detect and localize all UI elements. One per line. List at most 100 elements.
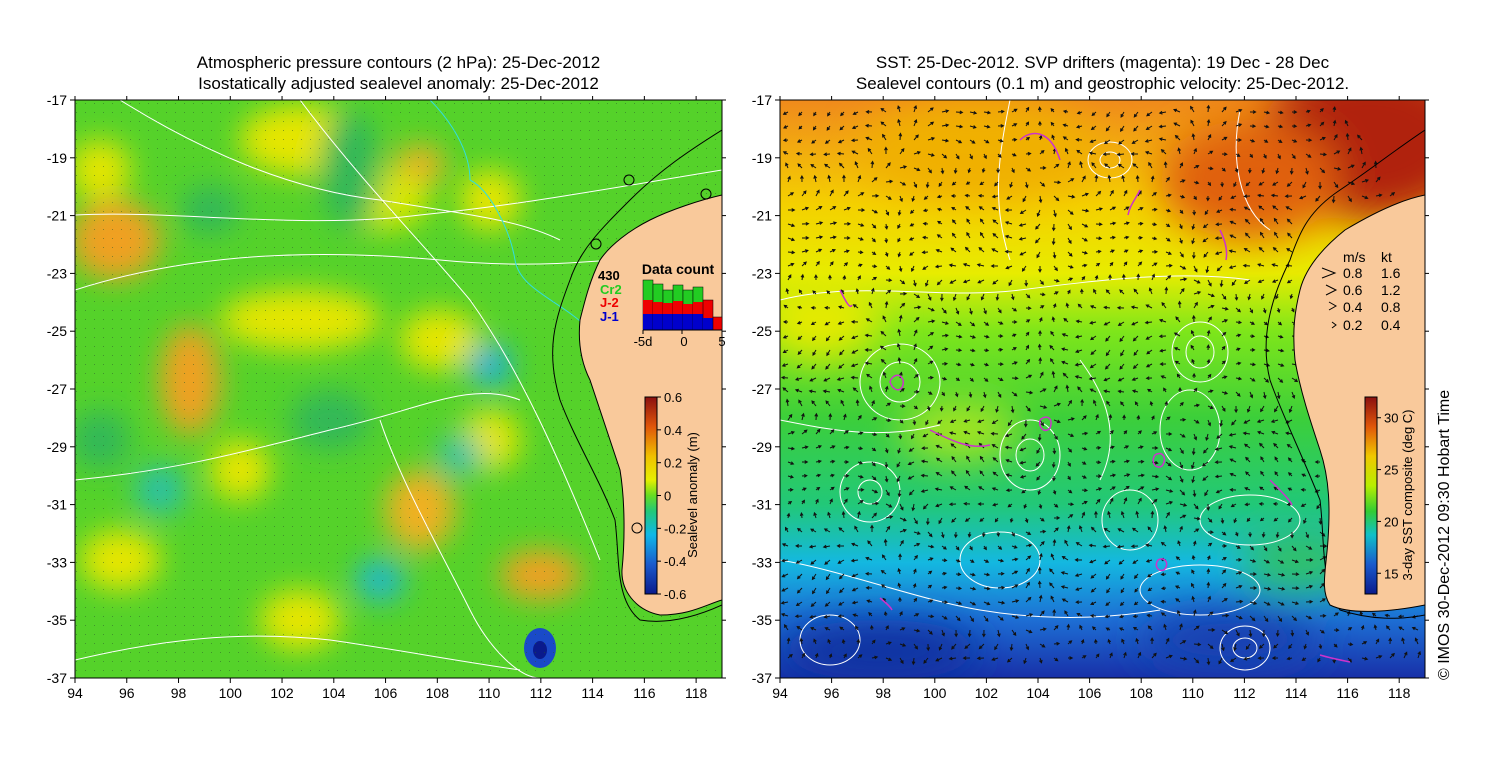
velocity-vector [1302, 181, 1307, 189]
velocity-vector [1286, 443, 1293, 449]
velocity-vector [1103, 527, 1111, 533]
velocity-vector [1229, 472, 1237, 477]
velocity-vector [787, 500, 793, 505]
velocity-vector [783, 125, 789, 129]
velocity-vector [927, 137, 936, 141]
velocity-vector [1221, 613, 1230, 618]
velocity-vector [865, 556, 873, 561]
velocity-vector [1011, 293, 1015, 301]
velocity-vector [1025, 121, 1030, 127]
velocity-vector [1151, 192, 1157, 197]
velocity-vector [1163, 623, 1167, 631]
velocity-vector [1161, 301, 1167, 309]
velocity-vector [927, 345, 934, 351]
velocity-vector [1089, 320, 1097, 325]
velocity-vector [871, 501, 880, 506]
velocity-vector [850, 375, 859, 380]
velocity-vector [1119, 601, 1125, 607]
velocity-vector [1192, 209, 1197, 216]
velocity-vector [851, 125, 859, 129]
velocity-vector [1176, 373, 1181, 379]
velocity-vector [1206, 104, 1211, 113]
velocity-vector [1088, 151, 1097, 155]
velocity-vector [1262, 391, 1267, 400]
velocity-vector [913, 405, 918, 410]
velocity-vector [1091, 162, 1097, 169]
velocity-vector [922, 221, 929, 226]
velocity-vector [871, 276, 878, 281]
velocity-vector [1249, 362, 1257, 367]
velocity-vector [1272, 205, 1279, 211]
velocity-vector [1074, 573, 1083, 577]
velocity-vector [1067, 502, 1075, 507]
velocity-vector [1123, 497, 1128, 505]
velocity-vector [801, 487, 807, 492]
velocity-vector [1286, 218, 1293, 225]
velocity-vector [1214, 474, 1223, 479]
velocity-vector [1151, 652, 1157, 659]
velocity-key-ms-0: 0.8 [1343, 265, 1363, 281]
velocity-vector [1067, 178, 1075, 183]
velocity-vector [1286, 656, 1293, 661]
velocity-vector [1036, 209, 1041, 217]
velocity-vector [1206, 581, 1211, 589]
velocity-vector [1025, 331, 1030, 337]
velocity-vector [857, 654, 863, 659]
velocity-vector [1005, 265, 1013, 270]
velocity-vector [1019, 447, 1027, 452]
velocity-vector [880, 358, 887, 365]
velocity-vector [913, 357, 918, 365]
velocity-vector [955, 348, 963, 353]
velocity-vector [1109, 497, 1114, 505]
velocity-vector [1257, 263, 1265, 267]
velocity-vector [1277, 615, 1283, 623]
velocity-vector [935, 503, 943, 508]
velocity-vector [1053, 625, 1059, 631]
velocity-vector [1219, 279, 1224, 288]
velocity-vector [828, 412, 833, 421]
velocity-vector [1243, 443, 1251, 449]
velocity-vector [965, 181, 971, 185]
velocity-vector [899, 147, 905, 155]
velocity-vector [1263, 110, 1271, 115]
velocity-vector [829, 261, 834, 267]
velocity-vector [1319, 613, 1327, 618]
velocity-vector [969, 111, 978, 115]
velocity-vector [1038, 357, 1043, 365]
velocity-vector [871, 209, 879, 214]
velocity-vector [1038, 120, 1042, 127]
velocity-vector [926, 643, 931, 652]
velocity-vector [913, 568, 917, 575]
velocity-vector [1333, 181, 1339, 189]
velocity-vector [1277, 321, 1283, 326]
velocity-vector [1090, 601, 1097, 605]
velocity-vector [1039, 305, 1045, 309]
velocity-vector [991, 657, 999, 661]
velocity-vector [969, 307, 973, 315]
velocity-vector [787, 250, 796, 255]
velocity-vector [1305, 584, 1314, 589]
velocity-vector [951, 206, 957, 211]
velocity-vector [951, 517, 957, 523]
velocity-vector [808, 544, 817, 549]
velocity-vector [1401, 637, 1405, 645]
velocity-vector [811, 139, 817, 144]
velocity-vector [1075, 542, 1083, 547]
velocity-vector [983, 321, 990, 326]
velocity-vector [1229, 487, 1237, 492]
velocity-vector [822, 544, 831, 549]
velocity-vector [1371, 612, 1377, 617]
velocity-vector [934, 487, 943, 491]
sealevel-contours [780, 100, 1301, 671]
velocity-vector [1235, 320, 1243, 325]
velocity-vector [1214, 447, 1223, 451]
velocity-vector [1277, 363, 1285, 367]
velocity-vector [1259, 486, 1265, 491]
velocity-vector [1159, 348, 1167, 353]
velocity-vector [1242, 263, 1251, 268]
velocity-vector [1398, 626, 1405, 631]
velocity-vector [1095, 445, 1102, 450]
velocity-vector [1118, 139, 1125, 145]
velocity-vector [1193, 195, 1197, 201]
velocity-vector [1207, 595, 1211, 603]
